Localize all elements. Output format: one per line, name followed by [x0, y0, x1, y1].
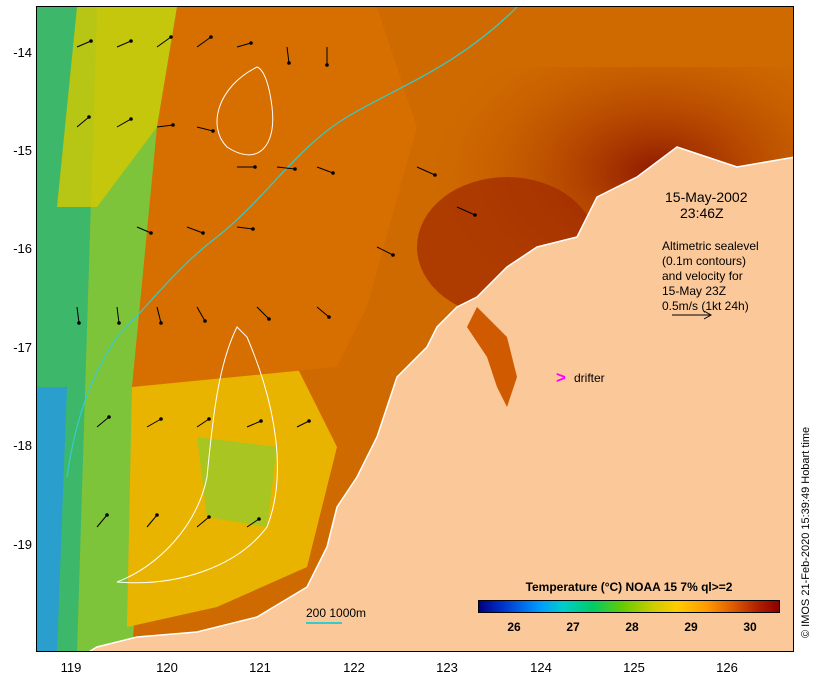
y-tick-label: -16 — [13, 241, 32, 256]
isobath-legend-line — [306, 622, 342, 624]
velocity-scale-arrow-icon — [672, 310, 713, 320]
green-patch-sw — [197, 437, 277, 527]
y-tick-label: -19 — [13, 537, 32, 552]
altimetry-note: Altimetric sealevel (0.1m contours) and … — [662, 239, 759, 314]
coldest-water-west — [37, 387, 67, 651]
credit-text: © IMOS 21-Feb-2020 15:39:49 Hobart time — [800, 426, 812, 638]
x-tick-label: 123 — [436, 660, 458, 675]
colorbar-tick: 29 — [684, 620, 698, 634]
x-tick-label: 120 — [156, 660, 178, 675]
altimetry-note-line: 15-May 23Z — [662, 284, 727, 298]
colorbar-tick: 27 — [566, 620, 580, 634]
altimetry-note-line: Altimetric sealevel — [662, 239, 759, 253]
x-tick-label: 119 — [60, 660, 82, 675]
altimetry-note-line: and velocity for — [662, 269, 743, 283]
x-tick-label: 125 — [623, 660, 645, 675]
time-label: 23:46Z — [680, 205, 724, 221]
y-tick-label: -14 — [13, 45, 32, 60]
drifter-label: drifter — [574, 371, 605, 385]
y-tick-label: -18 — [13, 438, 32, 453]
x-tick-label: 122 — [343, 660, 365, 675]
temperature-colorbar — [478, 600, 780, 613]
drifter-symbol: > — [556, 368, 566, 387]
x-tick-label: 126 — [716, 660, 738, 675]
x-tick-label: 124 — [530, 660, 552, 675]
colorbar-title: Temperature (°C) NOAA 15 7% ql>=2 — [525, 580, 733, 594]
isobath-line — [66, 7, 518, 478]
date-label: 15-May-2002 — [665, 189, 748, 205]
altimetry-contour-north — [216, 66, 274, 156]
altimetry-note-line: (0.1m contours) — [662, 254, 747, 268]
colorbar-tick: 28 — [625, 620, 639, 634]
velocity-arrows — [76, 35, 477, 528]
isobath-legend-label: 200 1000m — [306, 606, 367, 620]
yellow-zone-nw — [57, 7, 177, 207]
altimetry-contour-south — [116, 326, 278, 584]
colorbar-tick: 26 — [507, 620, 521, 634]
x-tick-label: 121 — [249, 660, 271, 675]
land-mass — [88, 146, 793, 651]
king-sound-inlet — [467, 307, 517, 407]
altimetry-note-line: 0.5m/s (1kt 24h) — [662, 299, 749, 313]
map-plot-area — [36, 6, 794, 652]
sst-map-svg — [37, 7, 793, 651]
y-tick-label: -17 — [13, 340, 32, 355]
colorbar-tick: 30 — [743, 620, 757, 634]
y-tick-label: -15 — [13, 143, 32, 158]
